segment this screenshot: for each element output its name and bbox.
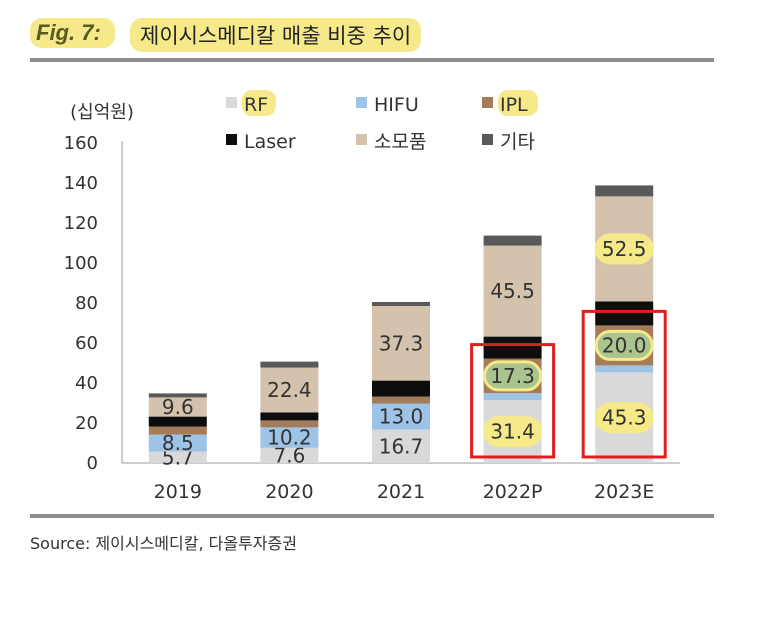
x-tick-label: 2020 [265, 481, 313, 503]
bar-segment-IPL-2020 [260, 420, 319, 428]
y-tick-label: 80 [75, 293, 98, 314]
highlight-box-2023E [581, 309, 667, 459]
bar-segment-RF-2020 [260, 447, 319, 463]
x-tick-label: 2019 [154, 481, 202, 503]
bar-segment-HIFU-2023E [595, 365, 654, 373]
bar-segment-Laser-2021 [372, 380, 430, 397]
legend-label-IPL: IPL [500, 94, 528, 116]
figure-title: 제이시스메디칼 매출 비중 추이 [130, 18, 422, 52]
data-label: 10.2 [267, 426, 312, 450]
data-label: 8.5 [162, 431, 194, 455]
bar-segment-IPL-2021 [372, 396, 430, 404]
y-tick-label: 100 [64, 253, 98, 274]
legend-label-소모품: 소모품 [374, 131, 426, 153]
bar-segment-HIFU-2019 [148, 434, 207, 452]
bar-segment-HIFU-2022P [483, 393, 542, 401]
bar-segment-소모품-2022P [483, 245, 542, 337]
bar-segment-RF-2021 [372, 429, 430, 463]
bar-segment-Laser-2023E [595, 301, 654, 326]
bar-segment-기타-2020 [260, 361, 319, 368]
top-divider [30, 58, 714, 62]
highlight-pill [594, 233, 654, 265]
y-tick-label: 160 [64, 133, 98, 154]
legend-label-HIFU: HIFU [374, 94, 419, 116]
x-tick-label: 2022P [483, 481, 543, 503]
data-label: 22.4 [267, 378, 312, 402]
data-label: 45.3 [602, 406, 647, 430]
stacked-bar-chart: (십억원)0204060801001201401605.78.59.620197… [64, 90, 680, 503]
bottom-divider [30, 514, 714, 518]
bar-segment-기타-2019 [148, 393, 207, 398]
legend-swatch-기타 [482, 134, 493, 145]
legend-label-RF: RF [244, 94, 268, 116]
figure-label: Fig. 7: [30, 18, 115, 48]
bar-segment-기타-2022P [483, 235, 542, 246]
data-label: 37.3 [379, 331, 424, 355]
legend-label-Laser: Laser [244, 131, 296, 153]
highlight-box-2022P [470, 343, 556, 459]
bar-segment-기타-2021 [372, 302, 430, 306]
data-label: 20.0 [602, 333, 647, 357]
y-tick-label: 40 [75, 373, 98, 394]
bar-segment-IPL-2019 [148, 426, 207, 435]
y-tick-label: 0 [87, 453, 98, 474]
legend-swatch-소모품 [356, 134, 367, 145]
highlight-pill [594, 402, 654, 434]
data-label: 31.4 [490, 420, 535, 444]
bar-segment-HIFU-2020 [260, 427, 319, 448]
y-tick-label: 60 [75, 333, 98, 354]
data-label: 52.5 [602, 237, 647, 261]
bar-segment-소모품-2020 [260, 367, 319, 413]
bar-segment-소모품-2019 [148, 397, 207, 417]
data-label: 16.7 [379, 434, 424, 458]
data-label: 13.0 [379, 405, 424, 429]
legend-swatch-RF [226, 97, 237, 108]
y-tick-label: 140 [64, 173, 98, 194]
y-unit-label: (십억원) [70, 102, 134, 123]
y-tick-label: 120 [64, 213, 98, 234]
x-tick-label: 2021 [377, 481, 425, 503]
bar-segment-RF-2019 [148, 451, 207, 463]
y-tick-label: 20 [75, 413, 98, 434]
figure-header: Fig. 7: 제이시스메디칼 매출 비중 추이 [30, 16, 730, 52]
x-tick-label: 2023E [594, 481, 654, 503]
legend-swatch-HIFU [356, 97, 367, 108]
legend-swatch-Laser [226, 134, 237, 145]
bar-segment-Laser-2019 [148, 416, 207, 427]
bar-segment-Laser-2020 [260, 412, 319, 421]
legend-highlight [242, 90, 276, 116]
data-label: 9.6 [162, 395, 194, 419]
bar-segment-Laser-2022P [483, 336, 542, 359]
bar-segment-기타-2023E [595, 185, 654, 197]
highlight-pill [594, 329, 654, 361]
data-label: 17.3 [490, 364, 535, 388]
highlight-pill [483, 360, 543, 392]
legend-highlight [498, 90, 538, 116]
legend-label-기타: 기타 [500, 131, 535, 153]
legend-swatch-IPL [482, 97, 493, 108]
data-label: 45.5 [490, 279, 535, 303]
source-note: Source: 제이시스메디칼, 다올투자증권 [30, 534, 297, 553]
bar-segment-소모품-2021 [372, 306, 430, 381]
highlight-pill [483, 416, 543, 448]
bar-segment-HIFU-2021 [372, 403, 430, 430]
